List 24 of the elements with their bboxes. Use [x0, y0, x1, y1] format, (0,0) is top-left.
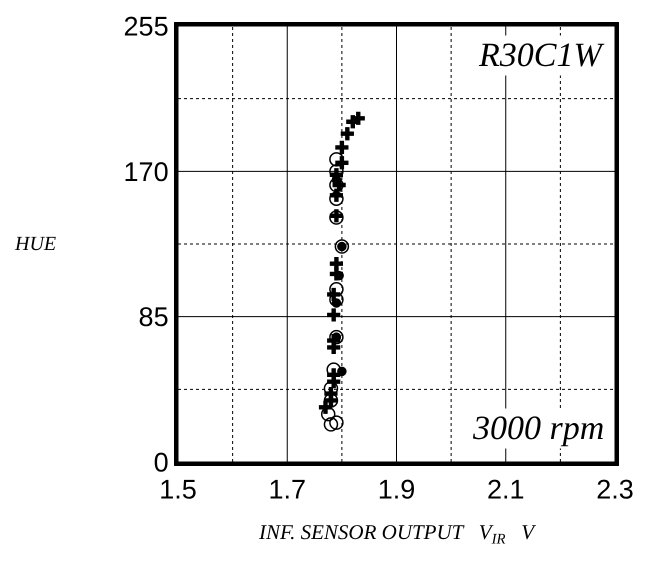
x-tick-label: 1.9: [378, 474, 416, 504]
point: [329, 191, 344, 206]
x-tick-label: 2.1: [486, 474, 525, 504]
y-tick-label: 170: [124, 156, 169, 187]
point: [329, 282, 344, 297]
x-tick-label: 2.3: [596, 474, 634, 504]
point: [324, 417, 338, 432]
point: [329, 415, 344, 430]
x-axis-title: INF. SENSOR OUTPUT V$_{IR}$ V: [258, 520, 536, 548]
point: [329, 164, 344, 179]
point: [320, 406, 336, 422]
point: [327, 308, 340, 322]
annotation: R30C1W: [478, 37, 604, 74]
x-tick-label: 1.7: [268, 474, 306, 504]
annotation: 3000 rpm: [472, 410, 604, 447]
point: [329, 152, 344, 167]
point: [340, 127, 354, 140]
point: [327, 340, 340, 354]
point: [335, 140, 348, 154]
point: [329, 178, 344, 192]
y-tick-label: 85: [138, 302, 169, 332]
y-tick-label: 255: [124, 11, 169, 42]
y-axis-title: HUE: [14, 233, 56, 255]
point: [337, 366, 347, 376]
